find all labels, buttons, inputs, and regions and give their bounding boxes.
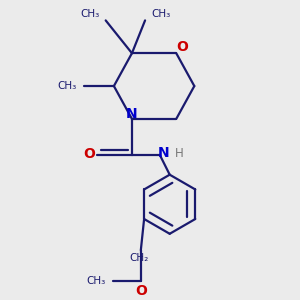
Text: CH₃: CH₃ bbox=[80, 9, 100, 19]
Text: N: N bbox=[126, 107, 138, 121]
Text: CH₃: CH₃ bbox=[86, 276, 106, 286]
Text: CH₂: CH₂ bbox=[130, 254, 149, 263]
Text: CH₃: CH₃ bbox=[58, 81, 77, 91]
Text: O: O bbox=[135, 284, 147, 298]
Text: H: H bbox=[175, 147, 183, 160]
Text: O: O bbox=[176, 40, 188, 54]
Text: O: O bbox=[83, 147, 95, 161]
Text: N: N bbox=[158, 146, 169, 160]
Text: CH₃: CH₃ bbox=[151, 9, 170, 19]
